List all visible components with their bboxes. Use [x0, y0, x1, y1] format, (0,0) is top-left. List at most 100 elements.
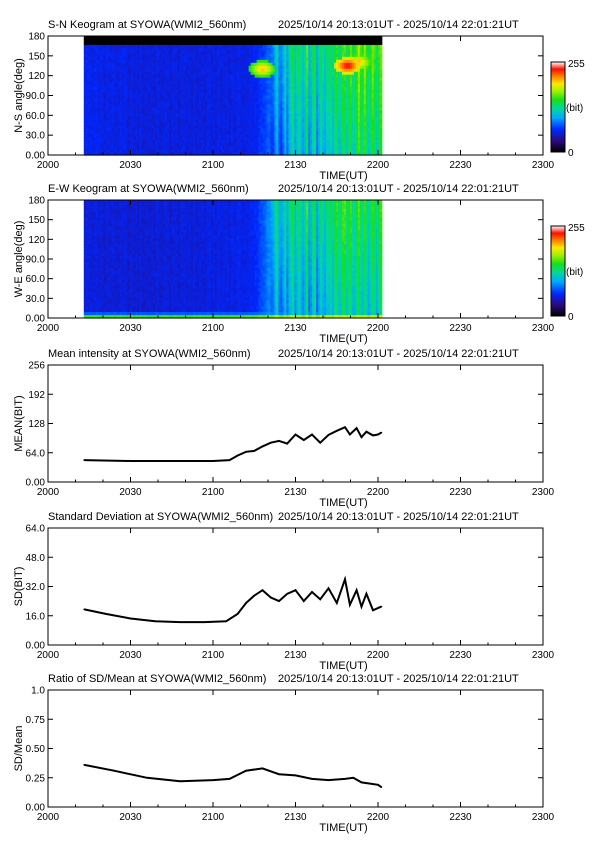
heatmap-cell: [228, 143, 232, 147]
heatmap-cell: [123, 74, 127, 79]
heatmap-cell: [189, 86, 192, 91]
heatmap-cell: [177, 125, 180, 129]
heatmap-cell: [111, 146, 115, 150]
heatmap-cell: [147, 143, 150, 147]
heatmap-cell: [123, 98, 127, 103]
heatmap-cell: [111, 68, 115, 73]
heatmap-cell: [127, 131, 131, 135]
heatmap-cell: [159, 125, 162, 129]
heatmap-cell: [99, 77, 103, 82]
heatmap-cell: [171, 113, 174, 117]
heatmap-cell: [216, 38, 220, 43]
heatmap-cell: [232, 134, 236, 138]
heatmap-cell: [193, 38, 196, 43]
heatmap-cell: [95, 125, 99, 129]
heatmap-cell: [224, 137, 228, 141]
heatmap-cell: [242, 134, 246, 138]
heatmap-cell: [169, 134, 172, 138]
heatmap-cell: [87, 62, 91, 67]
heatmap-cell: [173, 146, 176, 150]
heatmap-cell: [99, 122, 103, 126]
heatmap-cell: [173, 50, 176, 55]
heatmap-cell: [179, 146, 182, 150]
heatmap-cell: [157, 110, 160, 114]
heatmap-cell: [123, 113, 127, 117]
heatmap-cell: [125, 83, 129, 88]
heatmap-cell: [204, 152, 208, 156]
heatmap-cell: [258, 119, 262, 123]
heatmap-cell: [131, 77, 135, 82]
heatmap-cell: [254, 71, 258, 76]
heatmap-cell: [189, 38, 192, 43]
heatmap-cell: [147, 36, 150, 40]
heatmap-cell: [163, 122, 166, 126]
heatmap-cell: [268, 101, 272, 106]
heatmap-cell: [232, 36, 236, 40]
heatmap-cell: [151, 65, 154, 70]
heatmap-cell: [97, 143, 101, 147]
heatmap-cell: [173, 65, 176, 70]
heatmap-cell: [191, 68, 194, 73]
heatmap-cell: [99, 134, 103, 138]
heatmap-cell: [234, 101, 238, 106]
heatmap-cell: [131, 47, 135, 52]
heatmap-cell: [222, 38, 226, 43]
heatmap-cell: [83, 44, 87, 49]
heatmap-cell: [95, 146, 99, 150]
heatmap-cell: [202, 47, 206, 52]
heatmap-cell: [210, 146, 214, 150]
heatmap-cell: [169, 50, 172, 55]
heatmap-cell: [246, 74, 250, 79]
heatmap-cell: [270, 110, 274, 114]
heatmap-cell: [87, 86, 91, 91]
heatmap-cell: [198, 113, 202, 117]
heatmap-cell: [85, 68, 89, 73]
heatmap-cell: [133, 110, 137, 114]
heatmap-cell: [258, 122, 262, 126]
heatmap-cell: [89, 80, 93, 85]
heatmap-cell: [250, 68, 254, 73]
heatmap-cell: [83, 71, 87, 76]
heatmap-cell: [242, 47, 246, 52]
heatmap-cell: [169, 116, 172, 120]
heatmap-cell: [87, 128, 91, 132]
heatmap-cell: [123, 38, 127, 43]
heatmap-cell: [228, 104, 232, 108]
heatmap-cell: [127, 68, 131, 73]
heatmap-cell: [107, 86, 111, 91]
heatmap-cell: [173, 152, 176, 156]
heatmap-cell: [83, 62, 87, 67]
heatmap-cell: [187, 149, 190, 153]
heatmap-cell: [208, 149, 212, 153]
heatmap-cell: [256, 83, 260, 88]
heatmap-cell: [260, 68, 264, 73]
heatmap-cell: [175, 71, 178, 76]
heatmap-cell: [105, 104, 109, 108]
heatmap-cell: [266, 107, 270, 111]
heatmap-cell: [248, 143, 252, 147]
heatmap-cell: [200, 71, 204, 76]
heatmap-cell: [125, 38, 129, 43]
heatmap-cell: [123, 47, 127, 52]
heatmap-cell: [181, 134, 184, 138]
heatmap-cell: [236, 41, 240, 46]
heatmap-cell: [242, 74, 246, 79]
heatmap-cell: [266, 62, 270, 67]
heatmap-cell: [143, 122, 146, 126]
heatmap-cell: [147, 86, 150, 91]
heatmap-cell: [232, 59, 236, 64]
heatmap-cell: [256, 62, 260, 67]
heatmap-cell: [127, 77, 131, 82]
heatmap-cell: [258, 86, 262, 91]
heatmap-cell: [234, 119, 238, 123]
heatmap-cell: [250, 152, 254, 156]
heatmap-cell: [87, 113, 91, 117]
heatmap-cell: [202, 53, 206, 58]
heatmap-cell: [187, 110, 190, 114]
heatmap-cell: [262, 113, 266, 117]
heatmap-cell: [147, 149, 150, 153]
heatmap-cell: [226, 74, 230, 79]
heatmap-cell: [109, 152, 113, 156]
heatmap-cell: [169, 92, 172, 97]
heatmap-cell: [212, 152, 216, 156]
